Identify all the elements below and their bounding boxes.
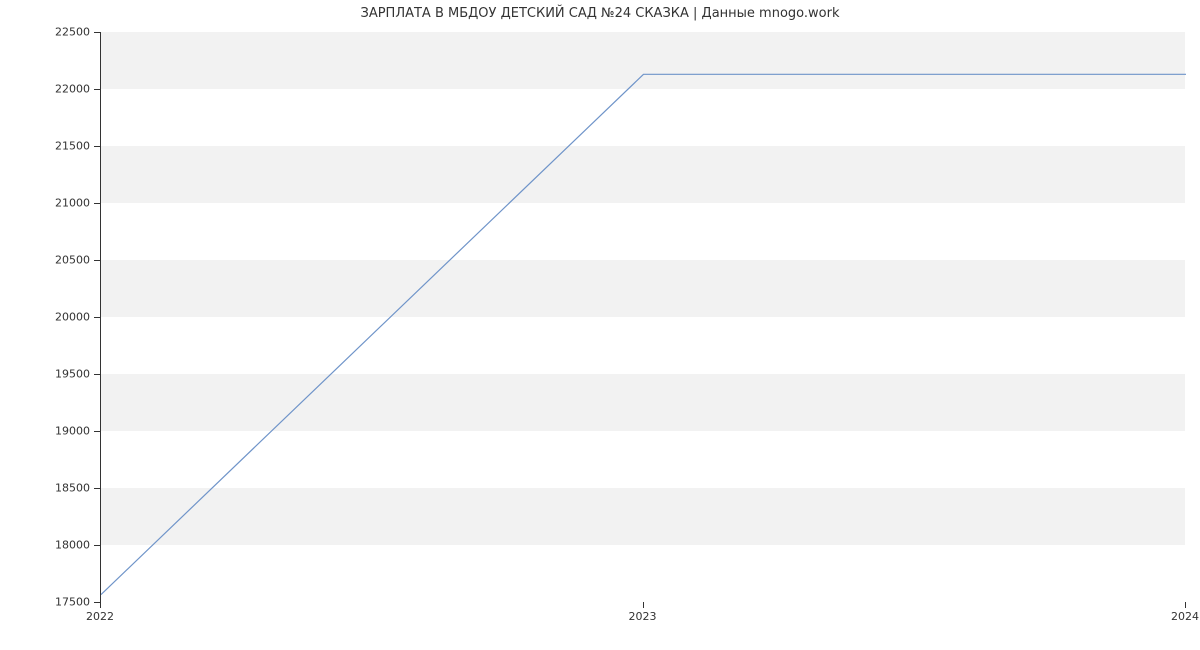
y-tick: [94, 260, 100, 261]
x-tick-label: 2022: [86, 610, 114, 623]
y-tick-label: 22000: [0, 83, 90, 96]
y-tick-label: 19500: [0, 368, 90, 381]
y-tick: [94, 488, 100, 489]
y-tick: [94, 89, 100, 90]
y-tick-label: 18500: [0, 482, 90, 495]
y-tick: [94, 374, 100, 375]
y-tick-label: 18000: [0, 539, 90, 552]
y-tick-label: 19000: [0, 425, 90, 438]
y-tick: [94, 32, 100, 33]
y-tick-label: 21000: [0, 197, 90, 210]
y-tick-label: 17500: [0, 596, 90, 609]
x-tick: [643, 602, 644, 608]
line-series-layer: [101, 32, 1186, 602]
series-line-salary: [101, 74, 1186, 594]
x-tick: [100, 602, 101, 608]
plot-area: [100, 32, 1185, 602]
y-tick-label: 20500: [0, 254, 90, 267]
x-tick-label: 2023: [629, 610, 657, 623]
y-tick-label: 21500: [0, 140, 90, 153]
y-tick: [94, 146, 100, 147]
y-tick: [94, 431, 100, 432]
salary-line-chart: ЗАРПЛАТА В МБДОУ ДЕТСКИЙ САД №24 СКАЗКА …: [0, 0, 1200, 650]
y-tick: [94, 545, 100, 546]
x-tick: [1185, 602, 1186, 608]
y-tick-label: 22500: [0, 26, 90, 39]
y-tick: [94, 317, 100, 318]
chart-title: ЗАРПЛАТА В МБДОУ ДЕТСКИЙ САД №24 СКАЗКА …: [0, 6, 1200, 21]
y-tick: [94, 203, 100, 204]
y-tick-label: 20000: [0, 311, 90, 324]
x-tick-label: 2024: [1171, 610, 1199, 623]
